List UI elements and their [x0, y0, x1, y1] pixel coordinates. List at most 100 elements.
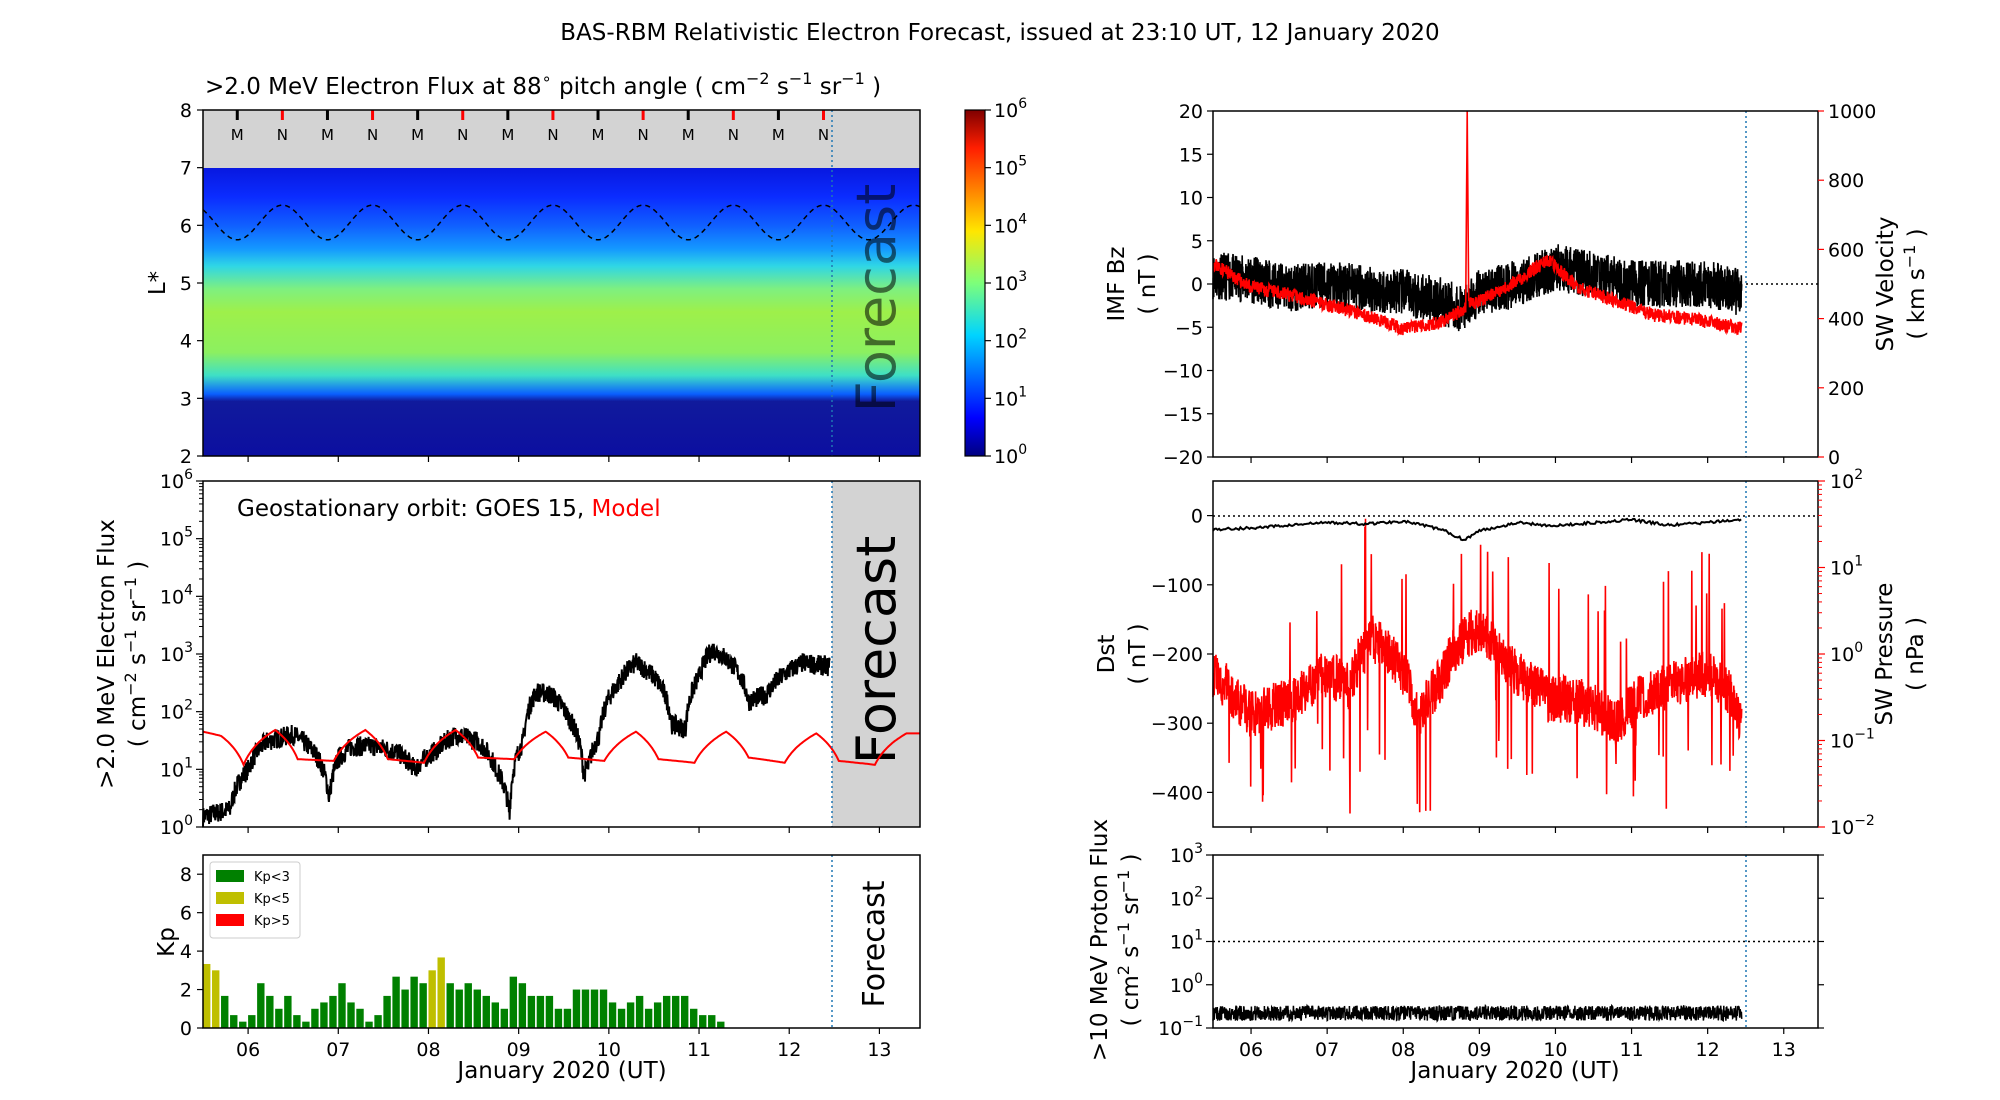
dst-series	[1212, 517, 1742, 542]
tick-label: 106	[160, 467, 193, 493]
tick-label: −400	[1151, 782, 1203, 804]
tick-label: 3	[180, 388, 192, 410]
kp-bar	[266, 995, 274, 1028]
tick-label: 100	[994, 442, 1027, 468]
tick-label: 13	[1772, 1039, 1796, 1061]
kp-bar	[275, 1008, 283, 1028]
kp-bar	[221, 995, 229, 1028]
kp-frame	[202, 854, 921, 1029]
flux-heatmap	[203, 168, 920, 456]
tick-label: 06	[1239, 1039, 1263, 1061]
kp-x-axis: 06 07 08 09 10 11 12 13	[236, 1028, 892, 1061]
kp-bar	[482, 995, 490, 1028]
tick-label: −300	[1151, 713, 1203, 735]
tick-label: 8	[180, 864, 192, 886]
tick-label: −100	[1151, 575, 1203, 597]
left-xlabel: January 2020 (UT)	[455, 1058, 666, 1084]
tick-label: 101	[994, 384, 1027, 410]
goes-series	[202, 643, 831, 827]
kp-bar	[626, 1002, 635, 1028]
kp-bar	[374, 1015, 382, 1028]
forecast-watermark-2: Forecast	[845, 536, 908, 765]
geo-lstar-line	[202, 204, 921, 241]
geo-flux-y-axis: 100 101 102 103 104 105 106	[160, 467, 203, 839]
tick-label: 102	[1830, 467, 1863, 493]
kp-panel: Forecast Kp<3 Kp<5 Kp>5 0 2 4 6 8 06 07 08 09 10 11…	[154, 854, 921, 1084]
sw-velocity-series	[1212, 110, 1743, 337]
kp-bar	[329, 995, 337, 1028]
kp-bar	[608, 1002, 617, 1028]
kp-bar	[681, 995, 689, 1028]
kp-bar	[365, 1021, 373, 1028]
forecast-watermark-3: Forecast	[857, 880, 892, 1007]
tick-label: 12	[1696, 1039, 1720, 1061]
kp-bar	[437, 957, 445, 1028]
flux-map-ylabel: L*	[145, 271, 171, 295]
right-xlabel: January 2020 (UT)	[1408, 1058, 1619, 1084]
kp-bar	[545, 995, 554, 1028]
tick-label: −15	[1163, 404, 1203, 426]
kp-bar	[464, 983, 472, 1028]
kp-legend-label: Kp<5	[254, 892, 290, 907]
tick-label: 13	[867, 1039, 891, 1061]
tick-label: 10−1	[1158, 1014, 1203, 1040]
kp-bar	[699, 1015, 707, 1028]
geo-flux-ylabel-1: >2.0 MeV Electron Flux	[94, 519, 120, 789]
dst-ylabel-1: Dst	[1094, 635, 1120, 674]
imf-x-ticks	[1250, 457, 1785, 463]
tick-label: 102	[1170, 884, 1203, 910]
kp-bar	[662, 995, 671, 1028]
tick-label: 10−2	[1830, 813, 1875, 839]
proton-x-axis: 06 07 08 09 10 11 12 13	[1239, 1028, 1796, 1061]
marker-label: M	[772, 126, 785, 144]
tick-label: 100	[1830, 640, 1863, 666]
tick-label: 08	[416, 1039, 440, 1061]
imf-y-axis: 20 15 10 5 0 −5 −10 −15 −20 1000 800 600 400 200 0	[1163, 101, 1876, 469]
marker-label: N	[638, 126, 649, 144]
kp-bar	[257, 983, 265, 1028]
proton-panel: 103 102 101 100 10−1 06 07 08 09 10 11 12 13 >10 Me…	[1087, 819, 1824, 1084]
tick-label: 100	[160, 813, 193, 839]
marker-label: N	[457, 126, 468, 144]
tick-label: 07	[326, 1039, 350, 1061]
tick-label: 2	[180, 446, 192, 468]
tick-label: 102	[994, 327, 1027, 353]
tick-label: 6	[180, 903, 192, 925]
kp-bar	[708, 1015, 716, 1028]
geo-flux-panel: Forecast Geostationary orbit: GOES 15, M…	[94, 467, 921, 839]
dst-y-axis: 0 −100 −200 −300 −400 102 101 100 10−1 10−2	[1151, 467, 1875, 839]
tick-label: 2	[180, 980, 192, 1002]
kp-bar	[410, 976, 418, 1028]
tick-label: 103	[160, 640, 193, 666]
proton-y-axis: 103 102 101 100 10−1	[1158, 841, 1824, 1040]
kp-bar	[644, 1008, 653, 1028]
kp-bar	[455, 989, 463, 1028]
kp-bar	[293, 1015, 301, 1028]
kp-bar	[212, 970, 220, 1028]
kp-legend-label: Kp>5	[254, 914, 290, 929]
imf-ylabel-1: IMF Bz	[1104, 246, 1130, 321]
imf-panel: 20 15 10 5 0 −5 −10 −15 −20 1000 800 600 400 200 0 IMF…	[1104, 101, 1930, 469]
proton-ylabel-2: ( cm2 s−1 sr−1 )	[1114, 853, 1144, 1026]
colorbar	[964, 109, 986, 457]
kp-bar	[671, 995, 680, 1028]
tick-label: 06	[236, 1039, 260, 1061]
tick-label: 09	[507, 1039, 531, 1061]
kp-bar	[203, 963, 211, 1028]
tick-label: 600	[1828, 239, 1864, 261]
marker-label: M	[321, 126, 334, 144]
kp-bar	[690, 1008, 698, 1028]
marker-label: M	[592, 126, 605, 144]
kp-bar	[581, 989, 590, 1028]
kp-legend: Kp<3 Kp<5 Kp>5	[209, 861, 301, 939]
tick-label: 105	[994, 154, 1027, 180]
marker-label: N	[367, 126, 378, 144]
tick-label: 7	[180, 158, 192, 180]
dst-ylabel-2: ( nT )	[1125, 623, 1151, 684]
marker-label: M	[501, 126, 514, 144]
imf-bz-series	[1212, 244, 1743, 332]
marker-label: N	[277, 126, 288, 144]
grey-region	[203, 110, 920, 168]
colorbar-ticks: 100 101 102 103 104 105 106	[985, 96, 1027, 468]
